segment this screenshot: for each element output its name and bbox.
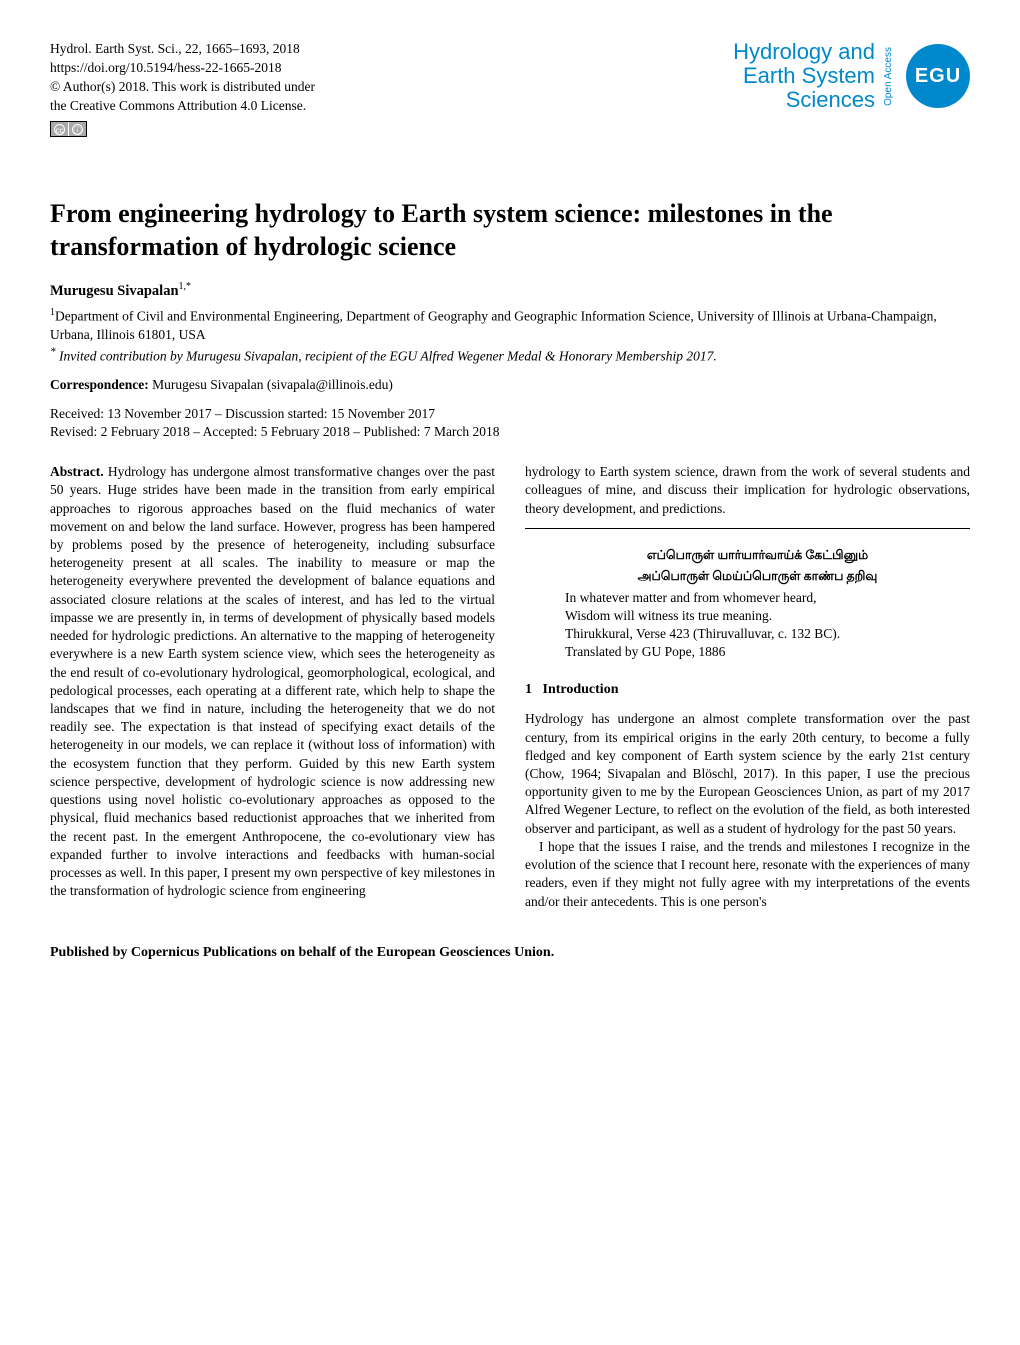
header-row: Hydrol. Earth Syst. Sci., 22, 1665–1693,… — [50, 40, 970, 138]
intro-para1: Hydrology has undergone an almost comple… — [525, 710, 970, 838]
page-footer: Published by Copernicus Publications on … — [50, 945, 970, 961]
epigraph-english1: In whatever matter and from whomever hea… — [565, 589, 950, 607]
footer-publisher-text: Published by Copernicus Publications on … — [50, 945, 554, 961]
dates-line2: Revised: 2 February 2018 – Accepted: 5 F… — [50, 423, 970, 441]
divider-line — [525, 528, 970, 529]
journal-name-line3: Sciences — [786, 87, 875, 112]
section-number: 1 — [525, 682, 532, 697]
doi-link[interactable]: https://doi.org/10.5194/hess-22-1665-201… — [50, 59, 315, 78]
affiliation: 1Department of Civil and Environmental E… — [50, 306, 970, 344]
correspondence-text: Murugesu Sivapalan (sivapala@illinois.ed… — [149, 377, 393, 392]
affiliation-text: Department of Civil and Environmental En… — [50, 309, 937, 342]
dates-line1: Received: 13 November 2017 – Discussion … — [50, 405, 970, 423]
publisher-logo: Hydrology and Earth System Sciences Open… — [733, 40, 970, 113]
right-column: hydrology to Earth system science, drawn… — [525, 463, 970, 911]
license-line: the Creative Commons Attribution 4.0 Lic… — [50, 97, 315, 116]
tamil-line2: அப்பொருள் மெய்ப்பொருள் காண்ப தறிவு — [565, 568, 950, 585]
epigraph-translator: Translated by GU Pope, 1886 — [565, 643, 950, 661]
abstract-label: Abstract. — [50, 464, 104, 479]
by-icon: ⓘ — [72, 124, 83, 135]
journal-citation: Hydrol. Earth Syst. Sci., 22, 1665–1693,… — [50, 40, 315, 59]
egu-badge-text: EGU — [915, 65, 961, 88]
invited-contribution: * Invited contribution by Murugesu Sivap… — [50, 346, 970, 365]
intro-para2: I hope that the issues I raise, and the … — [525, 838, 970, 911]
journal-name-line2: Earth System — [743, 63, 875, 88]
left-column: Abstract. Hydrology has undergone almost… — [50, 463, 495, 911]
author-superscript: 1,* — [179, 281, 192, 292]
cc-icon: cc — [54, 124, 65, 135]
abstract-paragraph: Abstract. Hydrology has undergone almost… — [50, 463, 495, 900]
two-column-body: Abstract. Hydrology has undergone almost… — [50, 463, 970, 911]
journal-name: Hydrology and Earth System Sciences — [733, 40, 875, 113]
epigraph-source: Thirukkural, Verse 423 (Thiruvalluvar, c… — [565, 625, 950, 643]
epigraph-block: எப்பொருள் யார்யார்வாய்க் கேட்பினும் அப்ப… — [565, 547, 950, 662]
journal-meta: Hydrol. Earth Syst. Sci., 22, 1665–1693,… — [50, 40, 315, 138]
section-title: Introduction — [543, 682, 619, 697]
abstract-continuation: hydrology to Earth system science, drawn… — [525, 463, 970, 518]
open-access-label: Open Access — [883, 47, 894, 106]
article-title: From engineering hydrology to Earth syst… — [50, 198, 970, 263]
journal-name-line1: Hydrology and — [733, 39, 875, 64]
author-line: Murugesu Sivapalan1,* — [50, 281, 970, 300]
cc-by-badge: cc ⓘ — [50, 120, 315, 139]
invited-text: Invited contribution by Murugesu Sivapal… — [56, 349, 717, 364]
abstract-body-left: Hydrology has undergone almost transform… — [50, 464, 495, 898]
copyright-line: © Author(s) 2018. This work is distribut… — [50, 78, 315, 97]
author-name: Murugesu Sivapalan — [50, 283, 179, 299]
section-heading-intro: 1 Introduction — [525, 681, 970, 700]
article-dates: Received: 13 November 2017 – Discussion … — [50, 405, 970, 441]
epigraph-english2: Wisdom will witness its true meaning. — [565, 607, 950, 625]
correspondence: Correspondence: Murugesu Sivapalan (siva… — [50, 377, 970, 393]
egu-badge: EGU — [906, 44, 970, 108]
correspondence-label: Correspondence: — [50, 377, 149, 392]
tamil-line1: எப்பொருள் யார்யார்வாய்க் கேட்பினும் — [565, 547, 950, 564]
